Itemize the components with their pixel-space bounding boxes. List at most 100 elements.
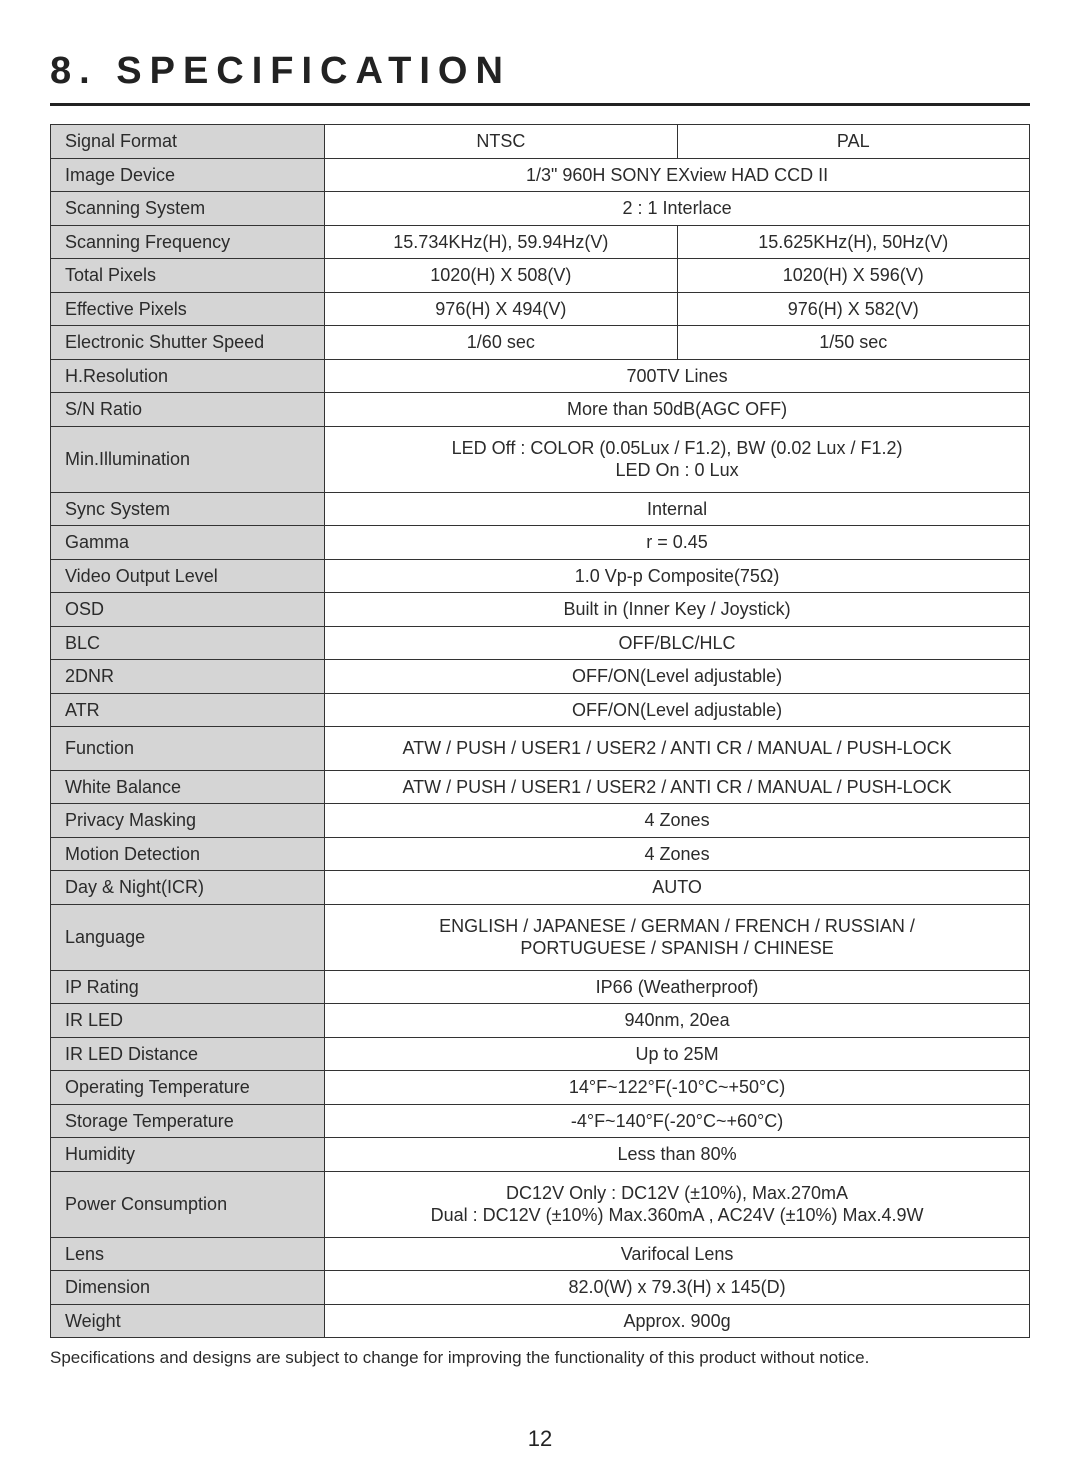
spec-value: ATW / PUSH / USER1 / USER2 / ANTI CR / M… [325, 727, 1030, 771]
table-row: Scanning Frequency15.734KHz(H), 59.94Hz(… [51, 225, 1030, 259]
spec-value-right: PAL [677, 125, 1029, 159]
table-row: Image Device1/3" 960H SONY EXview HAD CC… [51, 158, 1030, 192]
spec-label: IR LED [51, 1004, 325, 1038]
spec-value: 1.0 Vp-p Composite(75Ω) [325, 559, 1030, 593]
table-row: Total Pixels1020(H) X 508(V)1020(H) X 59… [51, 259, 1030, 293]
spec-value: AUTO [325, 871, 1030, 905]
spec-label: Image Device [51, 158, 325, 192]
table-row: Effective Pixels976(H) X 494(V)976(H) X … [51, 292, 1030, 326]
table-row: 2DNROFF/ON(Level adjustable) [51, 660, 1030, 694]
spec-label: Dimension [51, 1271, 325, 1305]
table-row: Power ConsumptionDC12V Only : DC12V (±10… [51, 1171, 1030, 1237]
table-row: Gammar = 0.45 [51, 526, 1030, 560]
spec-label: Day & Night(ICR) [51, 871, 325, 905]
specification-table: Signal FormatNTSCPALImage Device1/3" 960… [50, 124, 1030, 1338]
spec-value: 2 : 1 Interlace [325, 192, 1030, 226]
spec-value-right: 1/50 sec [677, 326, 1029, 360]
table-row: Day & Night(ICR)AUTO [51, 871, 1030, 905]
spec-value: 14°F~122°F(-10°C~+50°C) [325, 1071, 1030, 1105]
table-row: Min.IlluminationLED Off : COLOR (0.05Lux… [51, 426, 1030, 492]
spec-value: Approx. 900g [325, 1304, 1030, 1338]
table-row: IR LED940nm, 20ea [51, 1004, 1030, 1038]
spec-label: Operating Temperature [51, 1071, 325, 1105]
spec-value-left: NTSC [325, 125, 677, 159]
spec-label: Scanning Frequency [51, 225, 325, 259]
spec-label: Sync System [51, 492, 325, 526]
spec-value: 4 Zones [325, 804, 1030, 838]
table-row: Signal FormatNTSCPAL [51, 125, 1030, 159]
table-row: S/N RatioMore than 50dB(AGC OFF) [51, 393, 1030, 427]
table-row: LanguageENGLISH / JAPANESE / GERMAN / FR… [51, 904, 1030, 970]
spec-label: White Balance [51, 770, 325, 804]
spec-value: r = 0.45 [325, 526, 1030, 560]
table-row: Video Output Level1.0 Vp-p Composite(75Ω… [51, 559, 1030, 593]
spec-label: Humidity [51, 1138, 325, 1172]
spec-value: 4 Zones [325, 837, 1030, 871]
spec-value: 700TV Lines [325, 359, 1030, 393]
title-rule [50, 103, 1030, 106]
table-row: Storage Temperature-4°F~140°F(-20°C~+60°… [51, 1104, 1030, 1138]
spec-label: Storage Temperature [51, 1104, 325, 1138]
spec-value-right: 15.625KHz(H), 50Hz(V) [677, 225, 1029, 259]
page-number: 12 [0, 1426, 1080, 1452]
spec-label: OSD [51, 593, 325, 627]
spec-value: IP66 (Weatherproof) [325, 970, 1030, 1004]
spec-label: BLC [51, 626, 325, 660]
spec-label: Video Output Level [51, 559, 325, 593]
spec-label: ATR [51, 693, 325, 727]
spec-label: Motion Detection [51, 837, 325, 871]
spec-label: H.Resolution [51, 359, 325, 393]
spec-value: Varifocal Lens [325, 1237, 1030, 1271]
spec-value: 1/3" 960H SONY EXview HAD CCD II [325, 158, 1030, 192]
spec-label: IP Rating [51, 970, 325, 1004]
spec-label: S/N Ratio [51, 393, 325, 427]
spec-value-right: 976(H) X 582(V) [677, 292, 1029, 326]
table-row: HumidityLess than 80% [51, 1138, 1030, 1172]
spec-value: DC12V Only : DC12V (±10%), Max.270mADual… [325, 1171, 1030, 1237]
table-row: Motion Detection4 Zones [51, 837, 1030, 871]
table-row: White BalanceATW / PUSH / USER1 / USER2 … [51, 770, 1030, 804]
table-row: IP RatingIP66 (Weatherproof) [51, 970, 1030, 1004]
spec-value-left: 1020(H) X 508(V) [325, 259, 677, 293]
table-row: OSDBuilt in (Inner Key / Joystick) [51, 593, 1030, 627]
spec-value: ENGLISH / JAPANESE / GERMAN / FRENCH / R… [325, 904, 1030, 970]
spec-label: Signal Format [51, 125, 325, 159]
spec-label: Power Consumption [51, 1171, 325, 1237]
table-row: WeightApprox. 900g [51, 1304, 1030, 1338]
spec-label: 2DNR [51, 660, 325, 694]
footnote: Specifications and designs are subject t… [50, 1348, 1030, 1368]
section-title: 8. SPECIFICATION [50, 50, 1030, 93]
spec-label: Effective Pixels [51, 292, 325, 326]
spec-value-left: 1/60 sec [325, 326, 677, 360]
spec-value: -4°F~140°F(-20°C~+60°C) [325, 1104, 1030, 1138]
spec-value-left: 15.734KHz(H), 59.94Hz(V) [325, 225, 677, 259]
spec-value: OFF/ON(Level adjustable) [325, 660, 1030, 694]
spec-value: LED Off : COLOR (0.05Lux / F1.2), BW (0.… [325, 426, 1030, 492]
spec-value: OFF/BLC/HLC [325, 626, 1030, 660]
table-row: FunctionATW / PUSH / USER1 / USER2 / ANT… [51, 727, 1030, 771]
spec-value: Up to 25M [325, 1037, 1030, 1071]
table-row: BLCOFF/BLC/HLC [51, 626, 1030, 660]
spec-label: Privacy Masking [51, 804, 325, 838]
spec-label: Weight [51, 1304, 325, 1338]
spec-label: Lens [51, 1237, 325, 1271]
spec-value: ATW / PUSH / USER1 / USER2 / ANTI CR / M… [325, 770, 1030, 804]
table-row: Operating Temperature14°F~122°F(-10°C~+5… [51, 1071, 1030, 1105]
table-row: Electronic Shutter Speed1/60 sec1/50 sec [51, 326, 1030, 360]
spec-label: Min.Illumination [51, 426, 325, 492]
spec-label: Electronic Shutter Speed [51, 326, 325, 360]
table-row: ATROFF/ON(Level adjustable) [51, 693, 1030, 727]
spec-label: Total Pixels [51, 259, 325, 293]
table-row: H.Resolution700TV Lines [51, 359, 1030, 393]
spec-value-right: 1020(H) X 596(V) [677, 259, 1029, 293]
spec-label: Language [51, 904, 325, 970]
spec-label: IR LED Distance [51, 1037, 325, 1071]
spec-value: OFF/ON(Level adjustable) [325, 693, 1030, 727]
spec-value: 82.0(W) x 79.3(H) x 145(D) [325, 1271, 1030, 1305]
table-row: Dimension82.0(W) x 79.3(H) x 145(D) [51, 1271, 1030, 1305]
spec-label: Function [51, 727, 325, 771]
spec-label: Gamma [51, 526, 325, 560]
spec-label: Scanning System [51, 192, 325, 226]
spec-value: Built in (Inner Key / Joystick) [325, 593, 1030, 627]
table-row: IR LED DistanceUp to 25M [51, 1037, 1030, 1071]
